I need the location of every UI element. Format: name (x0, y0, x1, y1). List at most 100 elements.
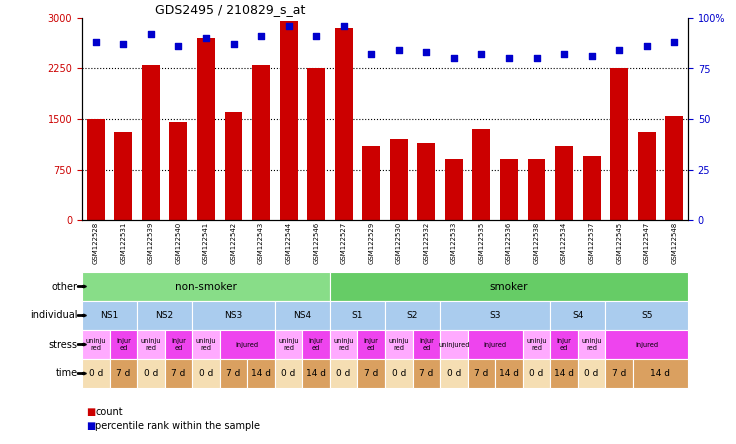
Bar (137, 330, 165, 359)
Bar (385, 330, 413, 359)
Bar (137, 359, 165, 388)
Bar (169, 123, 188, 220)
Text: injured: injured (236, 341, 259, 348)
Text: S2: S2 (407, 311, 418, 320)
Bar (413, 359, 440, 388)
Bar (330, 301, 385, 330)
Text: 7 d: 7 d (612, 369, 626, 378)
Bar (467, 330, 523, 359)
Text: NS4: NS4 (294, 311, 311, 320)
Text: uninju
red: uninju red (526, 338, 547, 351)
Point (118, 41, 130, 48)
Text: other: other (52, 281, 77, 292)
Text: 0 d: 0 d (392, 369, 406, 378)
Text: S3: S3 (489, 311, 501, 320)
Bar (500, 159, 518, 220)
Text: injured: injured (484, 341, 507, 348)
Bar (523, 330, 551, 359)
Text: 7 d: 7 d (226, 369, 241, 378)
Bar (578, 330, 606, 359)
Bar (247, 359, 275, 388)
Text: stress: stress (49, 340, 77, 349)
Point (90, 39, 102, 46)
Bar (440, 359, 467, 388)
Bar (606, 359, 633, 388)
Text: uninjured: uninjured (438, 341, 470, 348)
Text: NS1: NS1 (100, 311, 118, 320)
Bar (302, 359, 330, 388)
Text: 7 d: 7 d (116, 369, 130, 378)
Text: injur
ed: injur ed (116, 338, 131, 351)
Bar (197, 38, 215, 220)
Text: injured: injured (635, 341, 658, 348)
Bar (280, 21, 297, 220)
Bar (390, 139, 408, 220)
Bar (275, 301, 330, 330)
Text: 0 d: 0 d (584, 369, 599, 378)
Text: ■: ■ (85, 421, 95, 431)
Bar (330, 272, 688, 301)
Bar (578, 359, 606, 388)
Bar (110, 359, 137, 388)
Bar (610, 68, 628, 220)
Point (448, 55, 460, 62)
Point (255, 32, 267, 40)
Text: 0 d: 0 d (447, 369, 461, 378)
Text: S4: S4 (572, 311, 584, 320)
Point (420, 49, 432, 56)
Text: 14 d: 14 d (651, 369, 670, 378)
Bar (665, 115, 683, 220)
Bar (385, 301, 440, 330)
Text: 7 d: 7 d (364, 369, 378, 378)
Bar (606, 330, 688, 359)
Bar (165, 359, 192, 388)
Bar (275, 359, 302, 388)
Bar (110, 330, 137, 359)
Text: 0 d: 0 d (199, 369, 213, 378)
Bar (551, 330, 578, 359)
Text: S1: S1 (352, 311, 363, 320)
Bar (523, 359, 551, 388)
Bar (528, 159, 545, 220)
Bar (473, 129, 490, 220)
Bar (307, 68, 325, 220)
Text: S5: S5 (641, 311, 652, 320)
Bar (82, 301, 137, 330)
Point (283, 23, 294, 30)
Bar (165, 330, 192, 359)
Text: injur
ed: injur ed (364, 338, 378, 351)
Bar (302, 330, 330, 359)
Bar (583, 156, 601, 220)
Text: uninju
red: uninju red (581, 338, 602, 351)
Text: 0 d: 0 d (336, 369, 351, 378)
Bar (555, 146, 573, 220)
Text: uninju
red: uninju red (389, 338, 409, 351)
Point (613, 47, 625, 54)
Text: individual: individual (30, 310, 77, 321)
Point (558, 51, 570, 58)
Bar (275, 330, 302, 359)
Point (172, 43, 184, 50)
Text: smoker: smoker (489, 281, 528, 292)
Bar (87, 119, 105, 220)
Point (311, 32, 322, 40)
Text: 7 d: 7 d (419, 369, 434, 378)
Text: 0 d: 0 d (88, 369, 103, 378)
Text: percentile rank within the sample: percentile rank within the sample (95, 421, 261, 431)
Bar (606, 301, 688, 330)
Text: injur
ed: injur ed (419, 338, 434, 351)
Text: uninju
red: uninju red (85, 338, 106, 351)
Bar (252, 65, 270, 220)
Point (668, 39, 680, 46)
Bar (440, 301, 551, 330)
Text: 14 d: 14 d (499, 369, 519, 378)
Bar (551, 359, 578, 388)
Text: ■: ■ (85, 408, 95, 417)
Text: NS2: NS2 (155, 311, 174, 320)
Point (641, 43, 653, 50)
Bar (362, 146, 381, 220)
Text: count: count (95, 408, 123, 417)
Bar (220, 330, 275, 359)
Point (475, 51, 487, 58)
Bar (192, 330, 220, 359)
